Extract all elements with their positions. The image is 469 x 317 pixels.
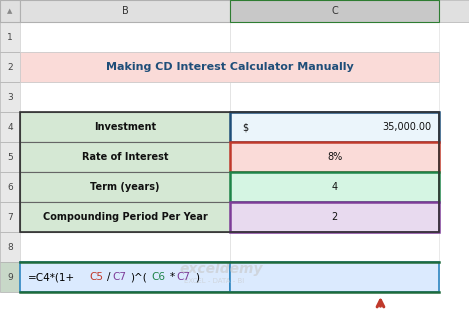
Bar <box>0 0 20 22</box>
Text: B: B <box>121 6 129 16</box>
Bar <box>0 112 20 142</box>
Bar <box>230 52 439 82</box>
Bar <box>0 262 20 292</box>
Bar <box>0 22 20 52</box>
Bar <box>230 262 439 292</box>
Text: 6: 6 <box>7 183 13 191</box>
Text: ): ) <box>195 272 199 282</box>
Text: Investment: Investment <box>94 122 156 132</box>
Text: *: * <box>170 272 175 282</box>
Text: EXCEL - DATA - BI: EXCEL - DATA - BI <box>184 278 244 284</box>
Text: 7: 7 <box>7 212 13 222</box>
Bar <box>230 82 439 112</box>
Bar <box>230 172 439 202</box>
Bar <box>20 232 230 262</box>
Text: 2: 2 <box>332 212 338 222</box>
Text: 9: 9 <box>7 273 13 281</box>
Bar <box>20 112 230 142</box>
Text: 4: 4 <box>332 182 338 192</box>
Text: 3: 3 <box>7 93 13 101</box>
Bar <box>230 262 439 292</box>
Bar <box>20 142 230 172</box>
Text: ▲: ▲ <box>8 8 13 14</box>
Bar <box>0 52 20 82</box>
Bar <box>230 112 439 142</box>
Text: C5: C5 <box>89 272 103 282</box>
Text: 1: 1 <box>7 33 13 42</box>
Bar <box>0 232 20 262</box>
Bar <box>20 52 439 82</box>
Text: C7: C7 <box>177 272 191 282</box>
Bar <box>0 142 20 172</box>
Bar <box>20 202 230 232</box>
Text: )^(: )^( <box>130 272 147 282</box>
Text: C7: C7 <box>112 272 126 282</box>
Bar <box>20 142 230 172</box>
Bar <box>20 52 230 82</box>
Bar <box>230 112 439 142</box>
Text: 8%: 8% <box>327 152 342 162</box>
Bar <box>20 22 230 52</box>
Bar <box>230 172 439 202</box>
Text: Term (years): Term (years) <box>90 182 160 192</box>
Bar <box>0 172 20 202</box>
Text: 4: 4 <box>7 122 13 132</box>
Bar <box>230 0 439 22</box>
Bar <box>230 142 439 172</box>
Bar <box>230 142 439 172</box>
Bar <box>230 202 439 232</box>
Text: 35,000.00: 35,000.00 <box>382 122 431 132</box>
Text: Compounding Period Per Year: Compounding Period Per Year <box>43 212 207 222</box>
Bar <box>20 202 230 232</box>
Text: Rate of Interest: Rate of Interest <box>82 152 168 162</box>
Bar <box>20 262 230 292</box>
Text: $: $ <box>242 122 248 132</box>
Text: /: / <box>107 272 111 282</box>
Text: Making CD Interest Calculator Manually: Making CD Interest Calculator Manually <box>106 62 353 72</box>
Bar <box>230 22 439 52</box>
Bar <box>20 172 230 202</box>
Text: =C4*(1+: =C4*(1+ <box>28 272 75 282</box>
Text: 8: 8 <box>7 243 13 251</box>
Bar <box>230 232 439 262</box>
Bar <box>230 202 439 232</box>
Bar <box>0 202 20 232</box>
Bar <box>20 262 230 292</box>
Text: exceldemy: exceldemy <box>179 262 263 276</box>
Bar <box>20 112 230 142</box>
Text: 5: 5 <box>7 152 13 161</box>
Bar <box>20 82 230 112</box>
Bar <box>20 172 230 202</box>
Text: 2: 2 <box>7 62 13 72</box>
Text: C6: C6 <box>152 272 166 282</box>
Bar <box>0 0 469 22</box>
Text: C: C <box>331 6 338 16</box>
Bar <box>20 0 230 22</box>
Bar <box>20 112 439 232</box>
Bar <box>0 82 20 112</box>
